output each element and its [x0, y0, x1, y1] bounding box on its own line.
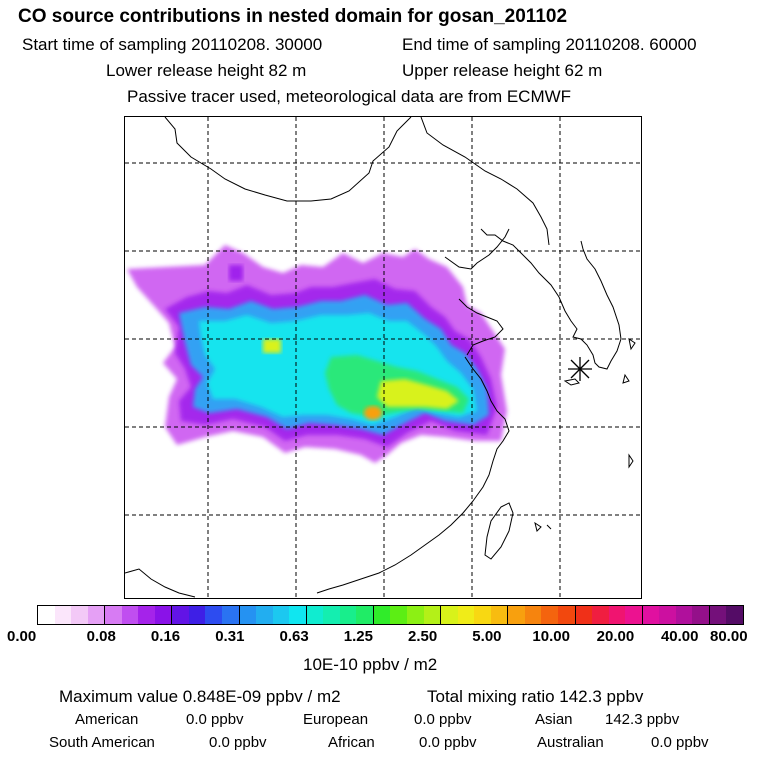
colorbar-swatch	[508, 606, 525, 624]
colorbar-swatch	[306, 606, 324, 624]
colorbar-tick-label: 2.50	[408, 628, 438, 645]
colorbar-tick-label: 0.08	[86, 628, 116, 645]
colorbar-swatch	[356, 606, 374, 624]
colorbar-tick-label: 0.31	[215, 628, 245, 645]
colorbar-swatch	[172, 606, 189, 624]
start-time-label: Start time of sampling 20110208. 30000	[22, 35, 323, 54]
australian-label: Australian	[537, 734, 604, 751]
map-canvas	[125, 117, 641, 598]
colorbar-tick-label: 40.00	[660, 628, 699, 645]
asian-label: Asian	[535, 711, 573, 728]
south-american-value: 0.0 ppbv	[209, 734, 267, 751]
colorbar-swatch	[709, 606, 727, 624]
african-label: African	[328, 734, 375, 751]
colorbar-swatch	[239, 606, 257, 624]
korea-coast	[480, 228, 622, 370]
colorbar-swatch	[474, 606, 491, 624]
colorbar-swatch	[726, 606, 743, 624]
bohai-coast	[444, 228, 510, 270]
jeju-island	[563, 378, 580, 386]
tracer-note: Passive tracer used, meteorological data…	[127, 87, 572, 106]
plume-hot-layer	[377, 379, 459, 409]
colorbar-swatch	[222, 606, 240, 624]
northeast-border	[420, 117, 550, 246]
east-china-coast	[316, 356, 510, 594]
southwest-border	[125, 568, 196, 598]
colorbar-swatch	[608, 606, 626, 624]
south-american-label: South American	[49, 734, 155, 751]
asian-value: 142.3 ppbv	[605, 711, 680, 728]
colorbar-swatch	[423, 606, 442, 624]
colorbar-swatch	[390, 606, 408, 624]
colorbar-swatch	[323, 606, 340, 624]
colorbar-unit: 10E-10 ppbv / m2	[303, 655, 438, 674]
colorbar-tick-label: 0.63	[279, 628, 309, 645]
taiwan-island	[484, 502, 514, 560]
colorbar-tick-label: 5.00	[472, 628, 502, 645]
colorbar-tick-label: 0.16	[150, 628, 181, 645]
colorbar-swatch	[339, 606, 357, 624]
colorbar-swatch	[188, 606, 206, 624]
gridlines	[125, 117, 641, 598]
colorbar-swatch	[441, 606, 458, 624]
plume-spot-north	[229, 265, 243, 281]
european-value: 0.0 ppbv	[414, 711, 472, 728]
colorbar-swatch	[625, 606, 643, 624]
colorbar-swatch	[692, 606, 710, 624]
upper-release-height-label: Upper release height 62 m	[402, 61, 603, 80]
african-value: 0.0 ppbv	[419, 734, 477, 751]
maximum-value-label: Maximum value 0.848E-09 ppbv / m2	[59, 687, 341, 706]
colorbar-swatch	[541, 606, 558, 624]
colorbar-swatch	[592, 606, 609, 624]
colorbar-swatch	[38, 606, 55, 624]
concentration-plume	[127, 245, 507, 463]
colorbar-swatch	[524, 606, 542, 624]
colorbar-swatch	[457, 606, 475, 624]
australian-value: 0.0 ppbv	[651, 734, 709, 751]
plume-spot-west	[263, 339, 281, 353]
colorbar	[37, 605, 744, 625]
japan-islands	[534, 337, 636, 532]
colorbar-swatch	[121, 606, 139, 624]
colorbar-swatch	[575, 606, 593, 624]
colorbar-swatch	[490, 606, 509, 624]
colorbar-swatch	[105, 606, 122, 624]
colorbar-swatch	[659, 606, 676, 624]
colorbar-swatch	[407, 606, 424, 624]
colorbar-swatch	[54, 606, 72, 624]
plume-peak-spot	[364, 406, 382, 420]
map-panel	[124, 116, 642, 599]
china-northern-border	[164, 117, 412, 202]
colorbar-swatch	[642, 606, 660, 624]
colorbar-swatch	[272, 606, 290, 624]
colorbar-swatch	[154, 606, 173, 624]
end-time-label: End time of sampling 20110208. 60000	[402, 35, 697, 54]
colorbar-tick-label: 20.00	[596, 628, 635, 645]
lower-release-height-label: Lower release height 82 m	[106, 61, 307, 80]
colorbar-tick-label: 10.00	[532, 628, 570, 645]
colorbar-tick-label: 1.25	[343, 628, 373, 645]
colorbar-tick-label: 80.00	[710, 628, 748, 645]
colorbar-swatch	[256, 606, 273, 624]
colorbar-swatch	[205, 606, 223, 624]
colorbar-swatch	[138, 606, 155, 624]
colorbar-swatch	[557, 606, 576, 624]
colorbar-swatch	[675, 606, 693, 624]
colorbar-swatch	[289, 606, 307, 624]
colorbar-swatch	[373, 606, 391, 624]
american-value: 0.0 ppbv	[186, 711, 244, 728]
asterisk-icon	[568, 357, 592, 381]
colorbar-swatch	[71, 606, 88, 624]
total-mixing-ratio-label: Total mixing ratio 142.3 ppbv	[427, 687, 644, 706]
american-label: American	[75, 711, 139, 728]
colorbar-swatch	[87, 606, 106, 624]
map-title: CO source contributions in nested domain…	[18, 6, 568, 27]
colorbar-tick-label: 0.00	[7, 628, 37, 645]
european-label: European	[303, 711, 369, 728]
